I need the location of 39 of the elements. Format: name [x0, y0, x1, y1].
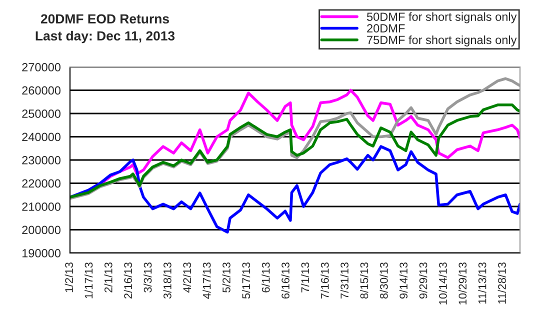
x-tick-label: 2/1/13 [104, 262, 112, 292]
x-tick-label: 10/29/13 [458, 262, 467, 304]
x-tick-label: 7/31/13 [340, 262, 348, 299]
y-tick-label: 250000 [22, 110, 61, 118]
x-tick-label: 10/14/13 [438, 262, 447, 304]
y-tick-label: 200000 [22, 226, 61, 234]
legend-label: 75DMF for short signals only [367, 35, 517, 46]
y-tick-label: 260000 [22, 86, 61, 95]
line-series [70, 145, 520, 234]
line-series [70, 104, 520, 199]
x-tick-label: 5/2/13 [222, 262, 230, 292]
y-tick-label: 240000 [22, 132, 61, 142]
x-tick-label: 3/3/13 [144, 262, 152, 292]
x-tick-label: 4/2/13 [182, 262, 192, 293]
x-tick-label: 4/17/13 [202, 262, 211, 299]
chart-title: 20DMF EOD Returns [40, 14, 169, 24]
x-tick-label: 8/30/13 [380, 262, 388, 299]
x-tick-label: 5/17/13 [242, 262, 250, 299]
y-tick-label: 220000 [22, 179, 61, 188]
y-tick-label: 230000 [22, 156, 61, 164]
x-tick-label: 7/1/13 [300, 262, 310, 292]
x-tick-label: 3/18/13 [163, 262, 172, 299]
x-tick-label: 9/14/13 [399, 262, 408, 299]
chart-subtitle: Last day: Dec 11, 2013 [36, 30, 175, 44]
x-tick-label: 1/2/13 [64, 262, 73, 292]
x-tick-label: 7/16/13 [320, 262, 329, 299]
x-tick-label: 6/16/13 [281, 262, 290, 299]
y-tick-label: 270000 [22, 63, 61, 72]
legend-label: 20DMF [367, 24, 405, 33]
y-tick-label: 210000 [22, 202, 61, 211]
x-tick-label: 11/28/13 [498, 262, 506, 304]
x-tick-label: 9/29/13 [419, 262, 428, 299]
y-tick-label: 190000 [22, 249, 61, 258]
x-tick-label: 2/16/13 [124, 262, 132, 299]
x-tick-label: 1/17/13 [84, 262, 93, 298]
x-tick-label: 6/1/13 [262, 262, 270, 292]
x-tick-label: 11/13/13 [478, 262, 486, 304]
x-tick-label: 8/15/13 [360, 262, 368, 299]
legend-label: 50DMF for short signals only [366, 12, 517, 24]
